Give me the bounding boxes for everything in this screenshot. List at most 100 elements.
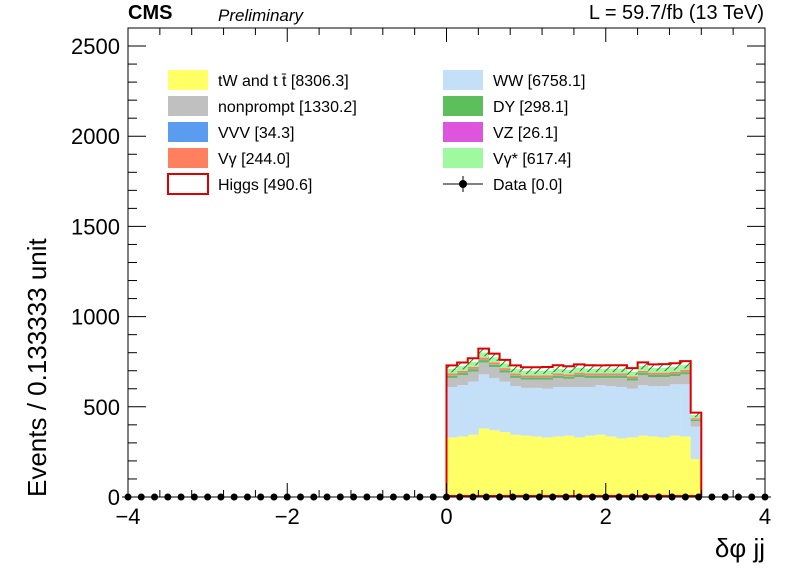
uncertainty-band [446,365,458,373]
y-tick-label: 0 [108,485,120,510]
bar-ww [542,388,553,438]
bar-ww [616,386,628,439]
bar-dy [531,377,543,380]
uncertainty-band [626,368,638,375]
bar-dy [626,378,638,381]
bar-vgamma [637,370,649,373]
bar-ww [595,385,607,435]
bar-nonprompt [637,375,649,386]
y-axis-label: Events / 0.133333 unit [22,237,52,497]
bar-ww [478,374,490,429]
legend-label: nonprompt [1330.2] [218,99,357,116]
uncertainty-band [595,365,606,373]
bar-dy [573,374,585,378]
y-tick-label: 2000 [71,124,120,149]
bar-dy [488,364,500,368]
legend-swatch [443,122,483,142]
bar-nonprompt [457,375,469,386]
uncertainty-band [552,365,564,373]
legend-swatch [168,70,208,90]
bar-nonprompt [680,374,691,385]
bar-tw-and-tt [690,459,702,497]
bar-nonprompt [563,378,575,387]
bar-dy [637,373,649,376]
bar-vgamma [446,373,458,376]
bar-vgamma [499,368,511,370]
bar-ww [658,386,670,438]
legend-label: Vγ* [617.4] [493,151,571,168]
legend-label: tW and t t̄ [8306.3] [218,73,349,90]
uncertainty-band [658,364,670,372]
uncertainty-band [669,363,681,371]
bar-vgamma [690,418,702,420]
bar-ww [680,384,691,437]
uncertainty-band [499,360,511,367]
x-tick-label: 4 [759,504,771,529]
legend-swatch [443,96,483,116]
bar-dy [542,377,553,380]
bar-nonprompt [520,379,532,388]
uncertainty-band [510,365,521,373]
bar-tw-and-tt [457,436,469,497]
bar-tw-and-tt [510,434,522,497]
bar-ww [531,387,543,437]
bar-dy [584,375,596,378]
bar-tw-and-tt [488,430,500,497]
bar-nonprompt [605,377,617,387]
bar-vgamma [584,373,596,376]
bar-nonprompt [499,372,511,382]
bar-nonprompt [616,377,628,387]
legend-label: WW [6758.1] [493,73,585,90]
bar-vgamma [510,373,522,376]
bar-dy [446,375,458,378]
x-tick-label: −4 [115,504,140,529]
uncertainty-band [690,413,702,418]
legend-data-marker [459,180,467,188]
uncertainty-band [563,366,574,374]
bar-dy [499,370,511,373]
bar-vgamma [680,369,691,372]
bar-vgamma [595,373,607,376]
legend-label: DY [298.1] [493,99,568,116]
bar-ww [626,388,638,438]
luminosity-label: L = 59.7/fb (13 TeV) [588,2,764,24]
legend-label: VZ [26.1] [493,125,558,142]
bar-tw-and-tt [563,435,575,497]
legend-swatch [443,148,483,168]
x-tick-label: 2 [600,504,612,529]
bar-vgamma [478,357,490,360]
uncertainty-band [637,362,649,370]
bar-tw-and-tt [648,436,660,497]
bar-nonprompt [658,377,670,387]
x-tick-label: 0 [440,504,452,529]
bar-nonprompt [446,377,458,387]
bar-tw-and-tt [552,436,564,497]
bar-vgamma [573,372,585,375]
bar-vgamma [563,374,575,377]
bar-ww [690,426,702,460]
bar-ww [510,386,522,435]
bar-ww [457,385,469,437]
bar-tw-and-tt [595,434,607,497]
bar-tw-and-tt [499,432,511,497]
higgs-outline [445,347,703,497]
experiment-label: CMS [128,2,173,24]
bar-ww [669,384,681,436]
bar-ww [499,381,511,433]
uncertainty-band [573,364,585,372]
bar-dy [680,372,691,375]
legend-label: Data [0.0] [493,177,562,194]
bar-tw-and-tt [478,428,490,497]
legend-swatch [167,173,209,195]
bar-vgamma [658,372,670,375]
bar-dy [658,374,670,378]
bar-vgamma [605,373,617,376]
bar-ww [520,387,532,436]
bar-tw-and-tt [446,437,458,497]
uncertainty-band [478,348,489,357]
legend-swatch [168,96,208,116]
bar-ww [467,381,479,435]
y-tick-label: 2500 [71,34,120,59]
bar-dy [467,369,479,372]
